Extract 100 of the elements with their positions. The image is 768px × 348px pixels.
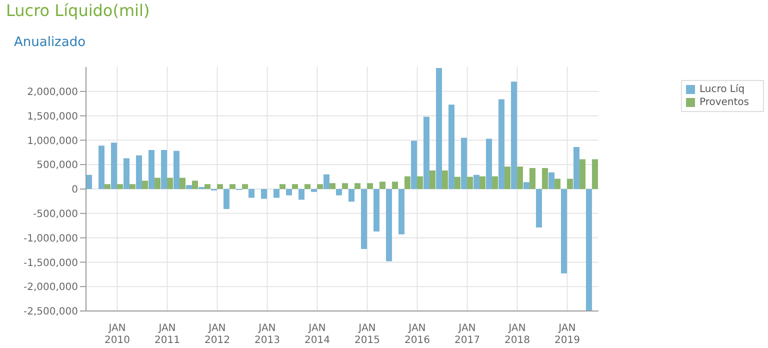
bar: [536, 189, 542, 228]
y-tick-label: 500,000: [36, 160, 78, 172]
bar: [542, 168, 548, 189]
y-tick-label: -1,500,000: [23, 258, 78, 269]
bar: [448, 104, 454, 189]
bar: [223, 189, 230, 210]
bar: [429, 170, 436, 189]
y-tick-label: 1,000,000: [27, 136, 78, 147]
bar: [392, 182, 398, 189]
bar: [492, 176, 498, 189]
x-tick-label: JAN 2018: [504, 323, 530, 346]
bar: [242, 184, 248, 189]
bar: [423, 116, 430, 189]
bar: [204, 184, 210, 189]
bar: [560, 189, 567, 274]
legend-label: Proventos: [699, 97, 749, 108]
y-tick-label: 1,500,000: [27, 111, 78, 122]
bar: [504, 166, 510, 189]
bar: [98, 146, 104, 189]
bar: [323, 174, 330, 189]
chart-title: Lucro Líquido(mil): [6, 1, 150, 20]
bar: [398, 189, 404, 234]
x-tick-label: JAN 2019: [554, 323, 580, 346]
bar: [436, 68, 442, 189]
bar: [554, 178, 560, 189]
bar: [586, 189, 592, 311]
chart-subtitle: Anualizado: [14, 35, 86, 50]
bar: [192, 180, 198, 189]
bar: [336, 189, 342, 196]
bar: [592, 159, 598, 189]
bar: [279, 184, 286, 189]
bar: [86, 174, 92, 189]
bar: [142, 180, 148, 189]
bar: [466, 176, 473, 189]
bar: [366, 183, 373, 189]
bar: [479, 176, 486, 189]
bar: [173, 150, 180, 189]
bar: [523, 182, 530, 189]
bar: [166, 178, 173, 189]
bar: [516, 166, 523, 189]
bar: [316, 184, 323, 189]
y-tick-label: 2,000,000: [27, 86, 78, 98]
bar: [186, 185, 192, 189]
bar: [117, 184, 123, 189]
bar: [179, 178, 186, 189]
x-tick-label: JAN 2013: [254, 323, 280, 346]
bar: [386, 189, 392, 262]
bar: [298, 189, 304, 200]
y-tick-label: -2,000,000: [23, 282, 78, 294]
bar: [286, 189, 292, 196]
bar: [579, 159, 586, 189]
x-tick-label: JAN 2011: [154, 323, 180, 346]
bar: [473, 174, 480, 189]
bar: [529, 168, 536, 189]
x-tick-label: JAN 2012: [204, 323, 230, 346]
bar: [329, 183, 336, 189]
bar: [379, 182, 386, 189]
bar: [354, 183, 360, 189]
x-tick-label: JAN 2010: [104, 323, 130, 346]
y-tick-label: -2,500,000: [23, 306, 78, 318]
bar: [416, 176, 423, 189]
bar: [260, 189, 267, 199]
x-tick-label: JAN 2016: [404, 323, 430, 346]
bar: [410, 140, 417, 189]
y-tick-label: -500,000: [33, 208, 78, 220]
bar: [154, 178, 160, 189]
bar: [498, 99, 504, 189]
x-tick-label: JAN 2015: [354, 323, 380, 346]
bar: [348, 189, 354, 202]
bar: [229, 184, 236, 189]
bar: [566, 178, 573, 189]
bar: [360, 189, 367, 250]
legend-label: Lucro Líq: [699, 84, 745, 95]
bar: [130, 184, 136, 189]
bar: [304, 184, 310, 189]
bar: [248, 189, 254, 198]
bar: [573, 147, 580, 189]
bar: [442, 170, 448, 189]
bar: [273, 189, 280, 198]
x-tick-label: JAN 2014: [304, 323, 330, 346]
bar: [136, 155, 142, 189]
bar: [486, 138, 492, 189]
bar: [160, 150, 167, 189]
bar: [124, 158, 130, 189]
bar: [148, 150, 154, 189]
x-tick-label: JAN 2017: [454, 323, 480, 346]
y-tick-label: 0: [72, 184, 78, 196]
bar: [404, 176, 410, 189]
bar: [111, 142, 117, 189]
bar: [216, 184, 223, 189]
bar: [104, 184, 110, 189]
bar: [292, 184, 298, 189]
bar: [310, 189, 317, 192]
y-tick-label: -1,000,000: [23, 233, 78, 244]
bar: [342, 183, 348, 189]
bar: [548, 172, 554, 189]
bar: [454, 176, 460, 189]
bar: [460, 138, 467, 189]
bar: [510, 82, 517, 189]
bar: [373, 189, 380, 232]
